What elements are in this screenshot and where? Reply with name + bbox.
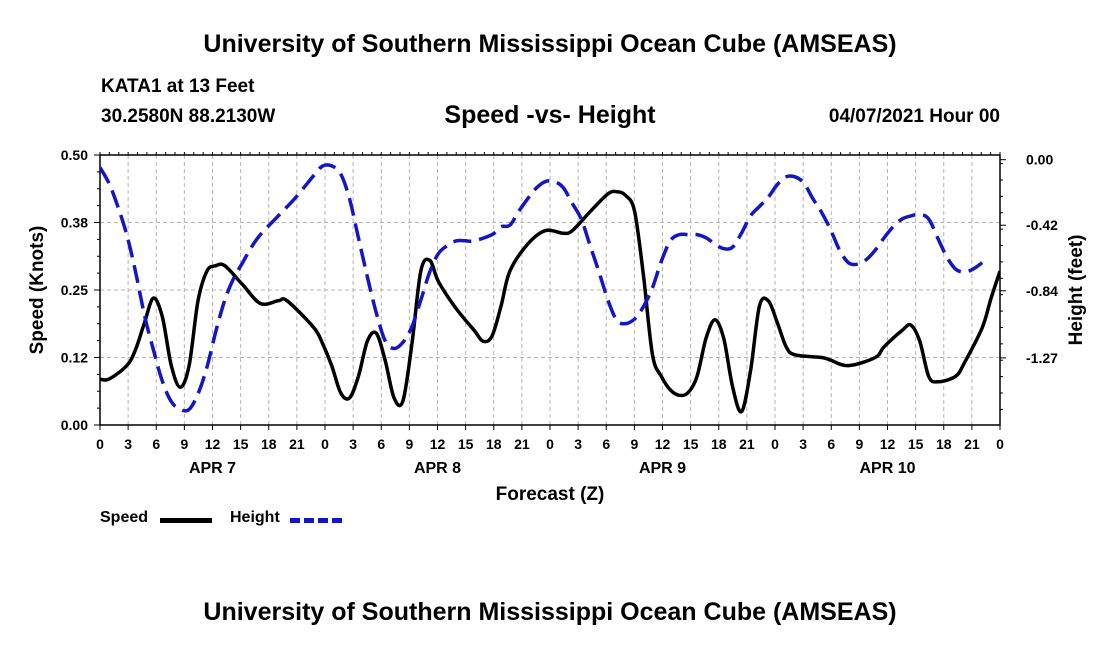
x-tick-label: 0: [771, 436, 779, 452]
legend-speed-label: Speed: [100, 509, 148, 527]
y-tick-label: 0.25: [61, 282, 88, 298]
x-tick-label: 21: [739, 436, 755, 452]
legend-speed-swatch: [160, 518, 212, 523]
x-tick-label: 3: [574, 436, 582, 452]
x-tick-label: 15: [683, 436, 699, 452]
x-tick-label: 15: [908, 436, 924, 452]
day-label: APR 9: [639, 460, 686, 477]
x-tick-label: 0: [546, 436, 554, 452]
x-tick-label: 12: [430, 436, 446, 452]
x-tick-label: 3: [349, 436, 357, 452]
y2-tick-label: -0.42: [1026, 217, 1058, 233]
x-tick-label: 15: [233, 436, 249, 452]
speed-height-chart: 0.00 0.12 0.25 0.38 0.50 0.00 -0.42 -0.84 -1.27 0…: [0, 0, 1100, 650]
x-tick-label: 18: [261, 436, 277, 452]
day-label: APR 7: [189, 460, 236, 477]
x-tick-label: 21: [514, 436, 530, 452]
x-tick-label: 6: [602, 436, 610, 452]
y-tick-label: 0.38: [61, 215, 88, 231]
legend-height-swatch: [290, 518, 342, 523]
series-height-line: [100, 165, 982, 411]
y2-axis-label: Height (feet): [1066, 235, 1087, 346]
y-tick-label: 0.50: [61, 147, 88, 163]
series-speed-line: [100, 191, 1000, 411]
x-axis-label: Forecast (Z): [496, 484, 605, 505]
x-tick-label: 9: [405, 436, 413, 452]
x-tick-label: 18: [711, 436, 727, 452]
x-tick-label: 0: [996, 436, 1004, 452]
x-tick-label: 12: [655, 436, 671, 452]
y-tick-label: 0.12: [61, 350, 88, 366]
day-label: APR 10: [859, 460, 915, 477]
x-tick-label: 3: [124, 436, 132, 452]
x-tick-label: 9: [630, 436, 638, 452]
y2-tick-label: 0.00: [1026, 152, 1053, 168]
x-tick-label: 18: [486, 436, 502, 452]
x-tick-label: 12: [880, 436, 896, 452]
legend-height-label: Height: [230, 509, 280, 527]
x-tick-label: 12: [205, 436, 221, 452]
x-tick-label: 6: [827, 436, 835, 452]
x-tick-label: 9: [855, 436, 863, 452]
x-tick-label: 3: [799, 436, 807, 452]
y-axis-label: Speed (Knots): [27, 226, 48, 355]
chart-footer-title: University of Southern Mississippi Ocean…: [0, 598, 1100, 627]
x-tick-label: 6: [152, 436, 160, 452]
x-tick-label: 6: [377, 436, 385, 452]
y-tick-label: 0.00: [61, 417, 88, 433]
x-tick-label: 0: [321, 436, 329, 452]
y2-tick-label: -1.27: [1026, 350, 1058, 366]
y2-tick-label: -0.84: [1026, 283, 1058, 299]
x-tick-label: 21: [289, 436, 305, 452]
x-tick-label: 9: [180, 436, 188, 452]
x-tick-label: 21: [964, 436, 980, 452]
x-tick-label: 18: [936, 436, 952, 452]
day-label: APR 8: [414, 460, 461, 477]
x-tick-label: 0: [96, 436, 104, 452]
x-tick-label: 15: [458, 436, 474, 452]
